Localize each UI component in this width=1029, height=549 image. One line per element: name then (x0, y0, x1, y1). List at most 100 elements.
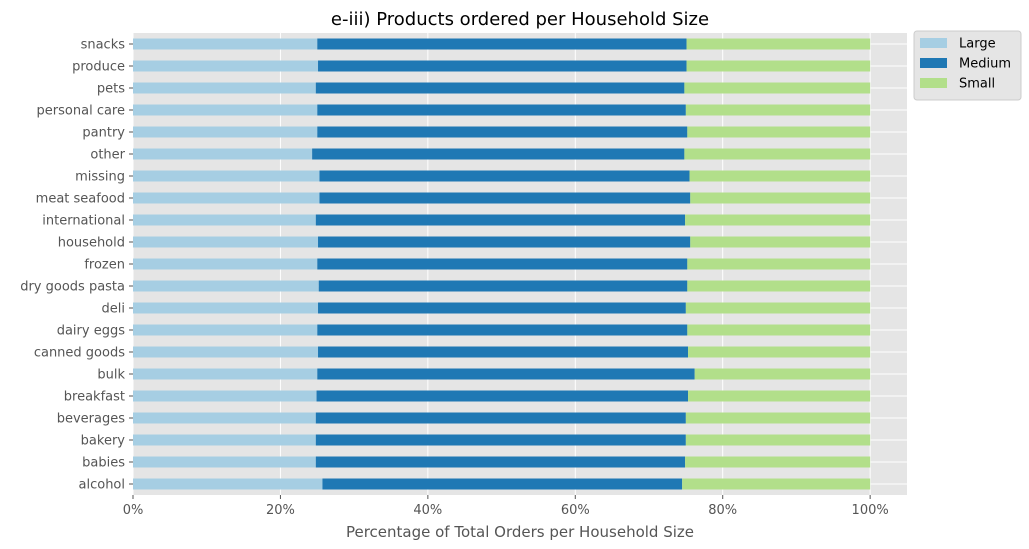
legend-swatch-medium (920, 58, 947, 68)
bar-small-dairy-eggs (687, 324, 871, 336)
y-tick-label: bulk (97, 368, 125, 383)
x-tick-labels: 0% 20% 40% 60% 80% 100% (123, 495, 889, 518)
bar-medium-frozen (317, 258, 688, 270)
bar-large-babies (133, 456, 316, 468)
y-tick-label: household (58, 236, 125, 251)
bar-medium-snacks (317, 38, 687, 50)
bar-medium-other (312, 148, 685, 160)
y-tick-labels: alcohol babies bakery beverages breakfast bul… (20, 38, 133, 493)
bar-medium-breakfast (316, 390, 689, 402)
x-tick-label: 80% (708, 503, 737, 518)
y-tick-label: alcohol (79, 478, 125, 493)
y-tick-label: personal care (37, 104, 125, 119)
bar-medium-international (315, 214, 686, 226)
bar-small-household (690, 236, 871, 248)
bar-large-other (133, 148, 313, 160)
bar-medium-dairy-eggs (317, 324, 688, 336)
bar-medium-deli (318, 302, 686, 314)
y-tick-label: frozen (84, 258, 125, 273)
y-tick-label: international (42, 214, 125, 229)
x-tick-label: 20% (266, 503, 295, 518)
bars (133, 38, 871, 490)
bar-small-beverages (685, 412, 871, 424)
bar-small-produce (686, 60, 871, 72)
bar-small-personal-care (685, 104, 871, 116)
bar-medium-babies (315, 456, 686, 468)
legend: Large Medium Small (913, 30, 1022, 101)
bar-large-produce (133, 60, 319, 72)
bar-large-bulk (133, 368, 318, 380)
legend-label-small: Small (959, 77, 995, 92)
bar-small-breakfast (688, 390, 871, 402)
y-tick-label: pantry (82, 126, 125, 141)
bar-medium-meat-seafood (319, 192, 691, 204)
y-tick-label: breakfast (64, 390, 125, 405)
bar-medium-personal-care (317, 104, 686, 116)
y-tick-label: deli (102, 302, 125, 317)
bar-small-frozen (687, 258, 871, 270)
bar-small-alcohol (682, 478, 871, 490)
x-tick-label: 100% (852, 503, 889, 518)
bar-medium-produce (318, 60, 687, 72)
bar-small-canned-goods (688, 346, 871, 358)
bar-large-beverages (133, 412, 316, 424)
bar-large-frozen (133, 258, 318, 270)
y-tick-label: dry goods pasta (20, 280, 125, 295)
bar-small-bakery (685, 434, 871, 446)
bar-large-dairy-eggs (133, 324, 318, 336)
bar-medium-household (318, 236, 691, 248)
bar-large-breakfast (133, 390, 317, 402)
bar-large-pantry (133, 126, 318, 138)
bar-medium-canned-goods (318, 346, 689, 358)
legend-label-medium: Medium (959, 57, 1011, 72)
bar-large-meat-seafood (133, 192, 320, 204)
x-axis-title: Percentage of Total Orders per Household… (346, 523, 694, 541)
y-tick-label: canned goods (34, 346, 125, 361)
bar-medium-bakery (315, 434, 686, 446)
y-tick-label: beverages (57, 412, 126, 427)
y-tick-label: pets (97, 82, 125, 97)
bar-small-international (685, 214, 871, 226)
y-tick-label: babies (82, 456, 125, 471)
bar-medium-alcohol (322, 478, 683, 490)
bar-small-babies (685, 456, 871, 468)
x-tick-label: 60% (561, 503, 590, 518)
y-tick-label: missing (75, 170, 125, 185)
bar-large-canned-goods (133, 346, 319, 358)
bar-small-deli (685, 302, 871, 314)
x-tick-label: 40% (413, 503, 442, 518)
y-tick-label: meat seafood (36, 192, 125, 207)
bar-large-deli (133, 302, 319, 314)
legend-label-large: Large (959, 37, 996, 52)
bar-small-bulk (694, 368, 871, 380)
chart-title: e-iii) Products ordered per Household Si… (331, 9, 709, 30)
bar-small-snacks (686, 38, 871, 50)
bar-medium-pantry (317, 126, 688, 138)
bar-large-international (133, 214, 316, 226)
bar-large-personal-care (133, 104, 318, 116)
bar-medium-beverages (315, 412, 686, 424)
y-tick-label: dairy eggs (57, 324, 126, 339)
y-tick-label: other (90, 148, 125, 163)
y-tick-label: snacks (81, 38, 126, 53)
bar-small-dry-goods-pasta (687, 280, 871, 292)
bar-medium-pets (315, 82, 685, 94)
y-tick-label: bakery (81, 434, 126, 449)
bar-small-meat-seafood (690, 192, 871, 204)
y-tick-label: produce (72, 60, 125, 75)
bar-small-pets (684, 82, 871, 94)
bar-small-other (684, 148, 871, 160)
legend-swatch-large (920, 38, 947, 48)
bar-large-alcohol (133, 478, 323, 490)
bar-large-bakery (133, 434, 316, 446)
bar-large-household (133, 236, 319, 248)
bar-medium-dry-goods-pasta (318, 280, 688, 292)
bar-medium-missing (319, 170, 690, 182)
bar-large-pets (133, 82, 316, 94)
bar-large-snacks (133, 38, 318, 50)
bar-small-pantry (687, 126, 871, 138)
bar-large-missing (133, 170, 320, 182)
legend-swatch-small (920, 78, 947, 88)
x-tick-label: 0% (123, 503, 144, 518)
